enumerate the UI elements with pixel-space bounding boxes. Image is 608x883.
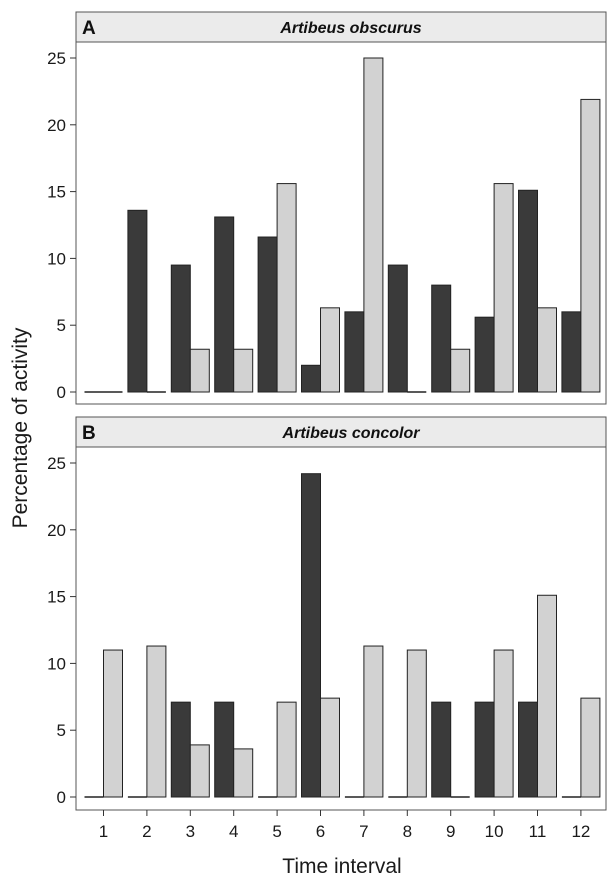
x-axis: 1 2 3 4 5 6 7 8 9 10 11 12 [99, 810, 590, 841]
bar [474, 701, 495, 798]
y-tick-label: 10 [47, 654, 66, 673]
y-tick-label: 15 [47, 183, 66, 202]
bar [387, 264, 408, 393]
bar [214, 701, 235, 798]
bar [233, 748, 254, 798]
bar [493, 183, 514, 393]
x-tick-label: 2 [142, 822, 151, 841]
panel-letter: A [82, 18, 96, 39]
bar [276, 183, 297, 393]
plot-area [75, 41, 607, 405]
y-tick-label: 20 [47, 521, 66, 540]
bar [431, 284, 452, 393]
y-tick-label: 10 [47, 249, 66, 268]
bar [127, 209, 148, 393]
x-tick-label: 12 [571, 822, 590, 841]
bar [561, 311, 582, 393]
bar [170, 264, 191, 393]
y-tick-label: 5 [57, 721, 66, 740]
panel-letter: B [82, 423, 96, 444]
bar [320, 697, 340, 798]
y-tick-label: 20 [47, 116, 66, 135]
bar [518, 701, 538, 798]
bar [344, 311, 365, 393]
bar [189, 348, 210, 393]
bar [450, 348, 471, 393]
x-axis-title: Time interval [282, 855, 401, 878]
bar [301, 364, 321, 393]
y-tick-label: 0 [57, 383, 66, 402]
x-tick-label: 9 [446, 822, 455, 841]
y-tick-label: 15 [47, 588, 66, 607]
bar [320, 307, 340, 393]
panel-b: B Artibeus concolor 0 5 10 15 20 25 [47, 416, 607, 811]
y-tick-label: 25 [47, 49, 66, 68]
y-axis-title: Percentage of activity [9, 327, 32, 528]
y-tick-label: 5 [57, 316, 66, 335]
y-tick-label: 0 [57, 788, 66, 807]
x-tick-label: 11 [529, 822, 547, 841]
bar [301, 473, 321, 798]
x-tick-label: 8 [403, 822, 412, 841]
y-tick-label: 25 [47, 454, 66, 473]
bar [214, 216, 235, 393]
x-tick-label: 3 [186, 822, 195, 841]
bar [189, 744, 210, 798]
x-tick-label: 6 [316, 822, 325, 841]
panel-title: Artibeus concolor [282, 425, 421, 442]
bar [233, 348, 254, 393]
x-tick-label: 1 [99, 822, 108, 841]
bar [146, 645, 167, 798]
bar [474, 316, 495, 393]
bar [276, 701, 297, 798]
x-tick-label: 5 [272, 822, 281, 841]
bar [406, 649, 427, 798]
x-tick-label: 4 [229, 822, 238, 841]
x-tick-label: 10 [485, 822, 504, 841]
panel-strip [75, 11, 607, 43]
bar [363, 57, 384, 393]
bar [257, 236, 278, 393]
bar [537, 307, 557, 393]
bar [170, 701, 191, 798]
bar [363, 645, 384, 798]
bar [518, 189, 538, 393]
x-tick-label: 7 [359, 822, 368, 841]
panel-a: A Artibeus obscurus 0 5 10 15 20 25 [47, 11, 607, 405]
bar [493, 649, 514, 798]
bar [580, 98, 601, 393]
bar [537, 594, 557, 798]
bar [431, 701, 452, 798]
bar [103, 649, 123, 798]
panel-title: Artibeus obscurus [279, 20, 421, 37]
bar [580, 697, 601, 798]
